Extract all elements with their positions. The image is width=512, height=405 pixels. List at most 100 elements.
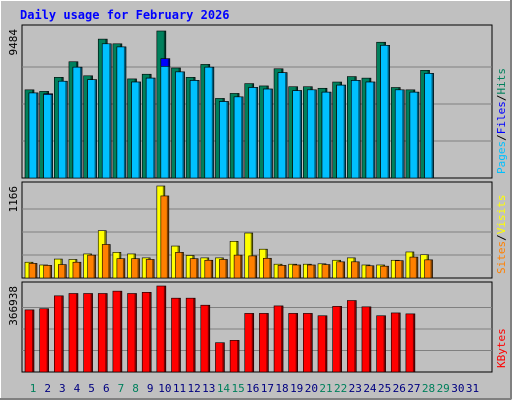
bar-shade-pages-day-14 — [226, 101, 229, 178]
bar-outline-kbytes-day-26 — [390, 312, 401, 373]
bar-pages-day-24 — [365, 82, 375, 178]
x-tick-label-day-21: 21 — [319, 382, 332, 395]
bar-shade-pages-day-12 — [197, 80, 200, 178]
panel-kbytes-legend: KBytes — [495, 328, 508, 368]
bar-shade-sites-day-25 — [386, 266, 389, 278]
bar-kbytes-day-22 — [332, 306, 342, 372]
bar-shade-pages-day-23 — [358, 80, 361, 178]
bar-pages-day-17 — [263, 89, 273, 178]
bar-outline-sites-day-19 — [292, 264, 302, 279]
bar-pages-day-6 — [102, 43, 112, 178]
bar-outline-sites-day-8 — [131, 258, 140, 279]
bar-pages-day-22 — [336, 85, 346, 178]
bar-kbytes-day-12 — [186, 298, 196, 372]
bar-outline-pages-day-2 — [43, 94, 53, 179]
bar-outline-kbytes-day-4 — [68, 293, 79, 373]
bar-shade-kbytes-day-12 — [193, 298, 196, 372]
bar-sites-day-1 — [29, 263, 37, 278]
bar-outline-sites-day-17 — [263, 257, 272, 279]
bar-outline-pages-day-22 — [336, 84, 346, 179]
x-tick-label-day-9: 9 — [147, 382, 154, 395]
bar-kbytes-day-9 — [142, 292, 152, 372]
x-tick-label-day-7: 7 — [118, 382, 125, 395]
bar-shade-pages-day-15 — [241, 96, 244, 178]
bar-shade-kbytes-day-16 — [251, 313, 254, 372]
bar-outline-kbytes-day-12 — [185, 297, 196, 373]
bar-outline-kbytes-day-6 — [97, 293, 108, 373]
bar-outline-pages-day-13 — [204, 66, 215, 179]
bar-outline-sites-day-25 — [380, 265, 389, 279]
bar-shade-sites-day-26 — [401, 260, 404, 278]
bar-outline-sites-day-18 — [277, 265, 287, 279]
bar-outline-pages-day-27 — [409, 91, 420, 179]
bar-pages-day-20 — [307, 89, 317, 178]
bar-outline-sites-day-4 — [72, 261, 82, 279]
bar-kbytes-day-17 — [259, 313, 269, 372]
bar-shade-kbytes-day-25 — [383, 315, 386, 372]
x-tick-label-day-19: 19 — [290, 382, 303, 395]
bar-pages-day-19 — [292, 90, 302, 178]
bar-shade-pages-day-20 — [314, 89, 317, 178]
bar-sites-day-7 — [116, 258, 125, 278]
x-tick-label-day-22: 22 — [334, 382, 347, 395]
bar-kbytes-day-20 — [303, 313, 313, 372]
bar-sites-day-17 — [263, 258, 272, 278]
legend-separator: / — [495, 95, 508, 102]
bar-shade-kbytes-day-10 — [163, 286, 166, 372]
bar-sites-day-23 — [351, 261, 360, 278]
bar-outline-kbytes-day-1 — [24, 309, 35, 373]
bar-shade-kbytes-day-15 — [237, 340, 240, 372]
bar-outline-sites-day-15 — [233, 254, 243, 279]
bar-shade-kbytes-day-6 — [105, 293, 108, 372]
bar-pages-day-2 — [43, 94, 53, 178]
bar-shade-kbytes-day-4 — [75, 293, 78, 372]
bar-kbytes-day-6 — [98, 293, 108, 372]
bar-kbytes-day-24 — [361, 306, 371, 372]
bar-shade-sites-day-13 — [210, 260, 213, 278]
x-tick-label-day-26: 26 — [393, 382, 406, 395]
bar-outline-sites-day-22 — [336, 261, 345, 279]
x-tick-label-day-29: 29 — [437, 382, 450, 395]
bar-shade-pages-day-19 — [299, 90, 302, 178]
bar-outline-pages-day-17 — [263, 88, 273, 179]
x-tick-label-day-23: 23 — [349, 382, 362, 395]
bar-pages-day-28 — [424, 73, 434, 178]
bar-shade-sites-day-21 — [328, 264, 330, 278]
bar-outline-kbytes-day-8 — [127, 293, 137, 373]
bar-outline-pages-day-6 — [101, 43, 112, 179]
bar-pages-day-9 — [146, 78, 156, 178]
bar-pages-day-14 — [219, 101, 229, 178]
bar-shade-sites-day-8 — [137, 258, 140, 278]
legend-separator: / — [495, 134, 508, 141]
bar-outline-kbytes-day-24 — [361, 306, 372, 373]
bar-outline-kbytes-day-14 — [215, 342, 225, 373]
bar-outline-sites-day-28 — [424, 259, 433, 279]
bar-shade-sites-day-10 — [166, 195, 169, 278]
bar-kbytes-day-11 — [171, 298, 181, 372]
bar-sites-day-5 — [87, 255, 96, 278]
bar-kbytes-day-16 — [244, 313, 254, 372]
bar-sites-day-13 — [204, 260, 213, 278]
bar-outline-sites-day-13 — [204, 259, 214, 279]
bar-kbytes-day-18 — [274, 305, 284, 372]
bar-outline-sites-day-23 — [350, 261, 360, 279]
panel-visits-sites-legend: Sites/Visits — [495, 195, 508, 275]
bar-outline-kbytes-day-21 — [317, 315, 328, 373]
bar-shade-sites-day-17 — [269, 258, 272, 278]
bar-pages-day-10 — [160, 66, 170, 178]
bar-shade-sites-day-4 — [78, 262, 81, 278]
bar-outline-kbytes-day-15 — [229, 340, 240, 373]
bar-outline-pages-day-21 — [321, 91, 332, 179]
bar-kbytes-day-8 — [127, 293, 137, 372]
bar-pages-day-16 — [248, 87, 258, 178]
bar-shade-kbytes-day-1 — [32, 309, 34, 372]
bar-shade-sites-day-28 — [430, 259, 433, 278]
bar-outline-sites-day-10 — [160, 195, 170, 279]
bar-shade-kbytes-day-7 — [119, 291, 122, 372]
bar-outline-pages-day-20 — [307, 89, 317, 179]
bar-kbytes-day-13 — [200, 305, 210, 372]
legend-item-sites: Sites — [495, 241, 508, 274]
bar-shade-pages-day-9 — [153, 78, 156, 178]
bar-shade-sites-day-24 — [371, 265, 374, 278]
